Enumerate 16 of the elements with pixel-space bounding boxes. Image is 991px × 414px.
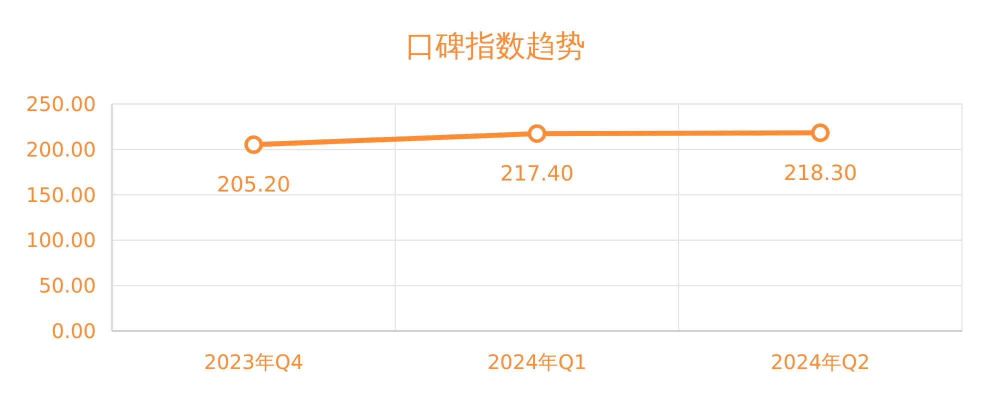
- data-label: 205.20: [216, 172, 290, 197]
- point: [244, 135, 263, 154]
- y-tick-label: 0.00: [51, 319, 96, 343]
- x-tick-label: 2024年Q2: [770, 350, 870, 374]
- y-tick-label: 150.00: [26, 182, 96, 207]
- point: [528, 124, 546, 143]
- chart-title: 口碑指数趋势: [406, 29, 586, 64]
- x-tick-label: 2023年Q4: [204, 350, 304, 374]
- y-tick-label: 250.00: [26, 92, 96, 116]
- y-tick-label: 50.00: [38, 274, 96, 298]
- point: [811, 124, 830, 142]
- data-label: 217.40: [500, 162, 574, 186]
- x-tick-label: 2024年Q1: [487, 350, 587, 374]
- data-label: 218.30: [784, 160, 858, 185]
- y-tick-label: 200.00: [26, 137, 96, 162]
- y-tick-label: 100.00: [26, 228, 96, 252]
